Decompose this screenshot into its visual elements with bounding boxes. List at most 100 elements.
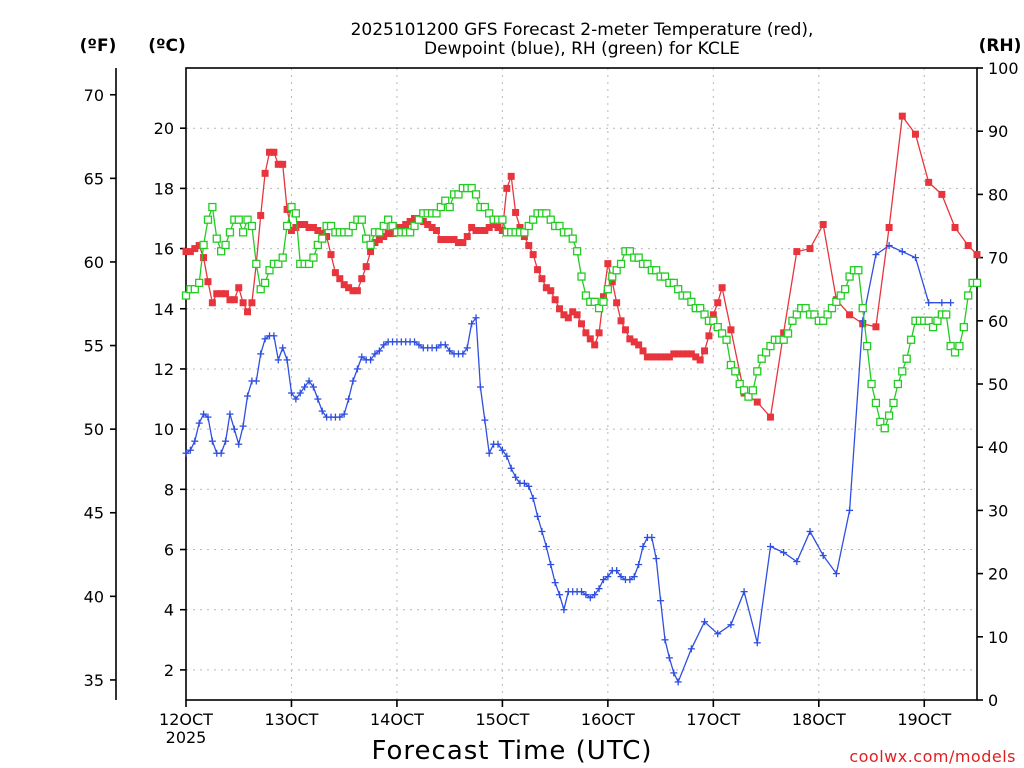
data-point <box>415 341 423 349</box>
data-point <box>714 299 722 307</box>
data-point <box>208 299 216 307</box>
data-point <box>331 269 339 277</box>
data-point <box>274 356 282 364</box>
fahrenheit-tick-label: 60 <box>84 253 104 272</box>
data-point <box>608 272 617 281</box>
data-point <box>560 311 568 319</box>
rh-tick-label: 0 <box>988 691 998 710</box>
data-point <box>471 190 481 199</box>
data-point <box>578 320 585 328</box>
data-point <box>318 407 326 415</box>
data-point <box>801 304 810 313</box>
data-point <box>806 245 814 253</box>
data-point <box>942 310 951 319</box>
data-point <box>393 224 401 232</box>
data-point <box>234 215 243 224</box>
data-point <box>226 296 234 304</box>
data-point <box>534 512 542 520</box>
fahrenheit-unit-label: (ºF) <box>80 36 117 56</box>
data-point <box>727 621 735 629</box>
data-point <box>845 272 854 281</box>
credit-link[interactable]: coolwx.com/models <box>849 747 1016 766</box>
rh-tick-label: 90 <box>988 122 1008 141</box>
data-point <box>885 242 893 250</box>
data-point <box>788 316 797 325</box>
data-point <box>498 215 507 224</box>
data-point <box>599 297 608 306</box>
data-point <box>283 356 291 364</box>
data-point <box>578 588 585 596</box>
data-point <box>313 240 322 250</box>
rh-tick-label: 80 <box>988 185 1008 204</box>
data-point <box>375 236 383 244</box>
data-point <box>717 329 727 338</box>
data-point <box>270 148 278 156</box>
data-point <box>494 440 502 448</box>
data-point <box>424 220 432 228</box>
data-point <box>569 308 577 316</box>
x-tick-label: 14OCT <box>370 710 424 729</box>
data-point <box>282 221 292 231</box>
data-point <box>586 594 594 602</box>
data-point <box>709 311 717 319</box>
data-point <box>411 214 419 222</box>
data-point <box>446 347 454 355</box>
data-point <box>556 305 564 313</box>
data-point <box>657 597 665 605</box>
data-point <box>893 379 903 389</box>
data-point <box>964 242 972 250</box>
data-point <box>199 240 208 250</box>
data-point <box>898 367 907 376</box>
data-point <box>305 224 313 232</box>
data-point <box>235 284 243 292</box>
data-point <box>660 272 670 281</box>
data-point <box>947 299 955 307</box>
data-point <box>476 383 484 391</box>
data-point <box>498 227 506 235</box>
data-point <box>472 314 480 322</box>
data-point <box>309 224 317 232</box>
data-point <box>687 297 696 306</box>
data-point <box>437 236 445 244</box>
data-point <box>480 202 489 212</box>
data-point <box>512 208 520 216</box>
data-point <box>348 221 358 231</box>
data-point <box>674 350 682 358</box>
data-point <box>938 299 946 307</box>
x-tick-label: 19OCT <box>897 710 951 729</box>
data-point <box>494 224 502 232</box>
chart-title-line-2: Dewpoint (blue), RH (green) for KCLE <box>424 39 740 59</box>
data-point <box>296 220 304 228</box>
data-point <box>928 322 938 332</box>
celsius-tick-label: 4 <box>164 601 174 620</box>
data-point <box>243 215 252 224</box>
data-point <box>722 335 731 344</box>
data-point <box>525 482 533 490</box>
data-point <box>591 341 599 349</box>
series-rh <box>181 183 982 433</box>
data-point <box>327 251 335 259</box>
data-point <box>182 248 190 256</box>
fahrenheit-tick-label: 65 <box>84 169 104 188</box>
data-point <box>529 215 538 224</box>
data-point <box>898 112 906 120</box>
celsius-tick-label: 16 <box>154 240 174 259</box>
data-point <box>445 202 454 212</box>
data-point <box>793 248 801 256</box>
data-point <box>230 425 238 433</box>
data-point <box>634 253 643 262</box>
data-point <box>428 224 436 232</box>
rh-tick-label: 70 <box>988 249 1008 268</box>
data-point <box>643 259 652 269</box>
data-point <box>648 533 656 541</box>
data-point <box>682 291 692 300</box>
data-point <box>239 422 247 430</box>
data-point <box>222 437 230 445</box>
data-point <box>287 202 296 212</box>
data-point <box>344 228 353 237</box>
x-tick-label: 16OCT <box>581 710 635 729</box>
data-point <box>661 636 669 644</box>
data-point <box>260 278 270 288</box>
data-point <box>204 413 212 421</box>
